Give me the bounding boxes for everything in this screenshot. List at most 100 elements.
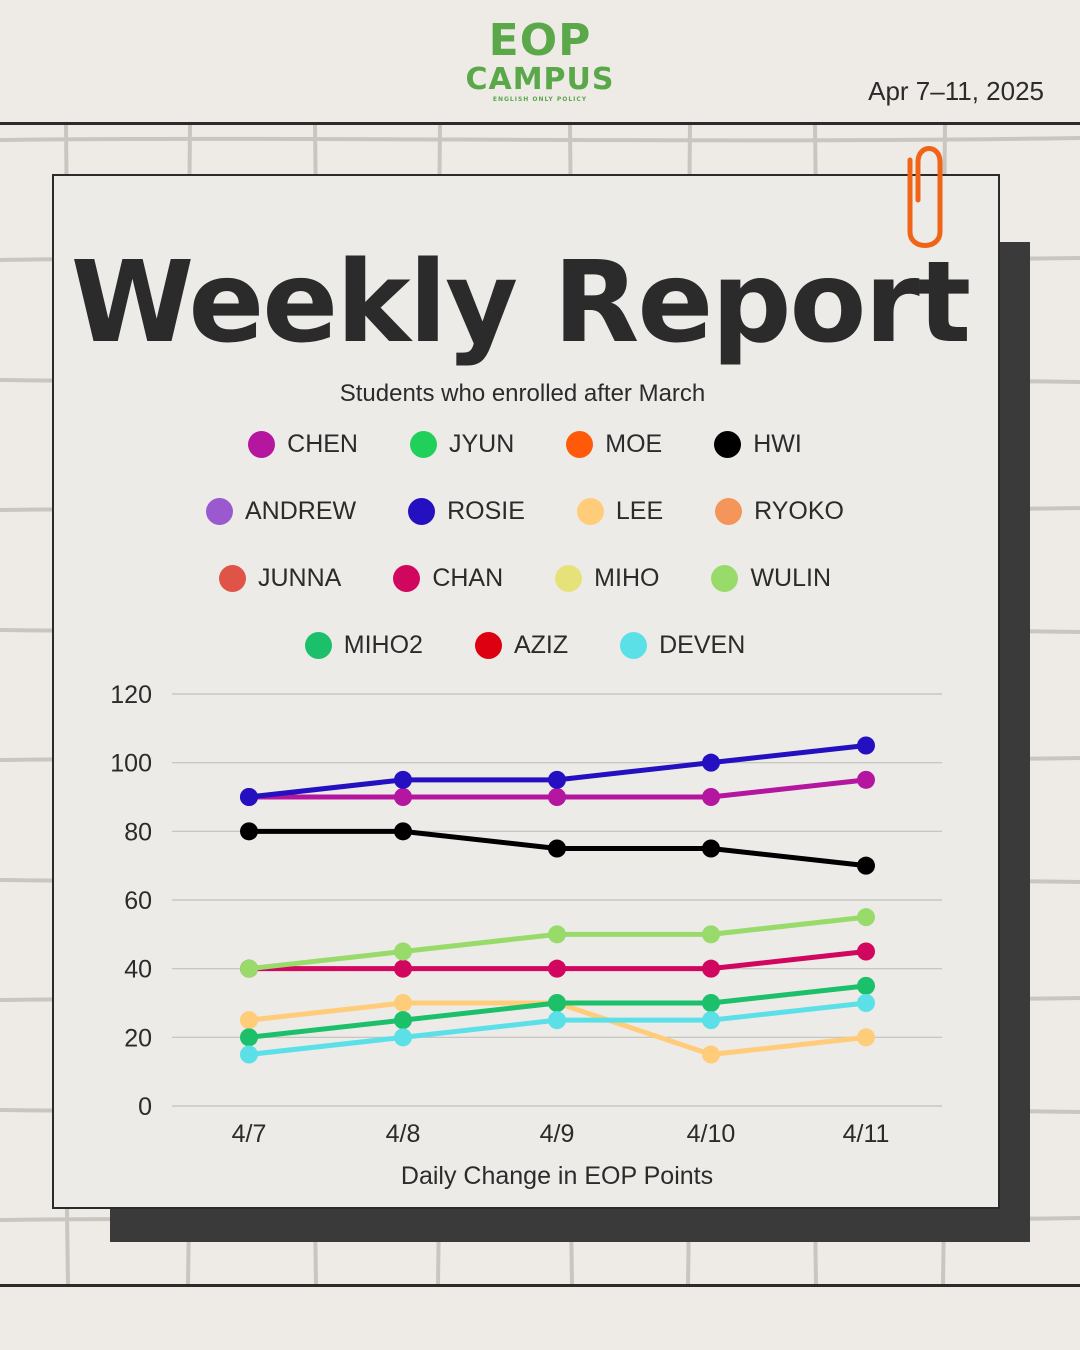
legend-item-miho: MIHO <box>555 564 659 593</box>
data-point-chan <box>394 959 412 978</box>
legend-label: CHAN <box>432 564 504 592</box>
data-point-lee <box>857 1028 875 1047</box>
legend-item-chen: CHEN <box>248 430 358 459</box>
legend-dot <box>711 565 739 592</box>
legend-label: ROSIE <box>447 497 525 525</box>
data-point-hwi <box>702 839 720 858</box>
legend-item-hwi: HWI <box>714 430 802 459</box>
footer-divider <box>0 1284 1080 1287</box>
legend-dot <box>408 498 436 525</box>
page-title: Weekly Report <box>70 238 971 368</box>
data-point-chen <box>702 788 720 806</box>
legend-label: AZIZ <box>513 631 569 659</box>
legend-label: MIHO2 <box>343 631 423 659</box>
x-tick-label: 4/10 <box>687 1120 736 1148</box>
data-point-rosie <box>857 736 875 755</box>
data-point-chen <box>857 770 875 789</box>
data-point-chan <box>857 942 875 961</box>
y-tick-label: 60 <box>124 887 152 915</box>
legend-dot <box>714 431 742 458</box>
header-divider <box>0 122 1080 125</box>
x-tick-label: 4/9 <box>540 1120 575 1148</box>
data-point-chan <box>702 959 720 978</box>
data-point-deven <box>702 1011 720 1030</box>
legend-dot <box>555 565 583 592</box>
legend-label: CHEN <box>287 430 358 458</box>
data-point-wulin <box>857 908 875 927</box>
x-tick-label: 4/7 <box>232 1120 267 1148</box>
data-point-hwi <box>240 822 258 841</box>
y-tick-label: 20 <box>124 1024 152 1052</box>
legend-label: MOE <box>605 430 663 458</box>
legend-dot <box>474 632 502 659</box>
data-point-hwi <box>548 839 566 858</box>
legend-label: RYOKO <box>754 497 844 525</box>
report-card <box>52 174 1000 1209</box>
logo-line1: EOP <box>488 15 592 66</box>
data-point-miho2 <box>548 994 566 1012</box>
y-tick-label: 40 <box>124 956 152 984</box>
page-subtitle: Students who enrolled after March <box>339 380 706 407</box>
data-point-rosie <box>702 753 720 772</box>
data-point-deven <box>857 994 875 1012</box>
data-point-miho2 <box>394 1011 412 1030</box>
legend-item-andrew: ANDREW <box>205 497 357 526</box>
legend-item-lee: LEE <box>576 497 664 526</box>
data-point-rosie <box>548 770 566 789</box>
legend-item-deven: DEVEN <box>620 631 745 660</box>
legend-item-jyun: JYUN <box>409 430 515 459</box>
data-point-miho2 <box>857 976 875 995</box>
legend-dot <box>393 565 421 592</box>
x-tick-label: 4/11 <box>843 1120 890 1148</box>
data-point-lee <box>702 1045 720 1064</box>
data-point-wulin <box>394 942 412 961</box>
legend-item-wulin: WULIN <box>711 564 831 593</box>
legend-label: WULIN <box>750 564 832 592</box>
data-point-wulin <box>702 925 720 944</box>
x-axis-label: Daily Change in EOP Points <box>401 1162 713 1190</box>
legend-label: JUNNA <box>257 564 342 592</box>
legend-dot <box>566 431 594 458</box>
legend-item-chan: CHAN <box>393 564 503 593</box>
legend-item-moe: MOE <box>566 430 662 459</box>
y-tick-label: 120 <box>110 681 152 709</box>
data-point-chen <box>394 788 412 806</box>
legend-dot <box>218 565 246 592</box>
legend-dot <box>205 498 233 525</box>
legend-dot <box>715 498 743 525</box>
legend-item-aziz: AZIZ <box>474 631 569 660</box>
legend-row-1: CHEN JYUN MOE HWI <box>0 430 1050 459</box>
eop-campus-logo: EOP CAMPUS ENGLISH ONLY POLICY <box>440 18 640 104</box>
report-date: Apr 7–11, 2025 <box>868 76 1044 106</box>
legend-item-miho2: MIHO2 <box>304 631 423 660</box>
data-point-rosie <box>394 770 412 789</box>
data-point-hwi <box>857 856 875 875</box>
legend-label: ANDREW <box>244 497 357 525</box>
paperclip-icon <box>907 146 943 248</box>
logo-tagline: ENGLISH ONLY POLICY <box>492 96 588 103</box>
data-point-hwi <box>394 822 412 841</box>
legend-row-4: MIHO2 AZIZ DEVEN <box>0 631 1050 660</box>
y-tick-label: 80 <box>124 818 152 846</box>
legend-dot <box>409 431 437 458</box>
legend-label: HWI <box>753 430 802 458</box>
data-point-wulin <box>548 925 566 944</box>
x-tick-label: 4/8 <box>386 1120 421 1148</box>
data-point-chan <box>548 959 566 978</box>
data-point-lee <box>240 1011 258 1030</box>
legend-item-rosie: ROSIE <box>408 497 525 526</box>
data-point-chen <box>548 788 566 806</box>
legend-label: JYUN <box>448 430 515 458</box>
legend-label: MIHO <box>594 564 660 592</box>
legend-label: DEVEN <box>659 631 746 659</box>
legend-item-junna: JUNNA <box>218 564 342 593</box>
legend-item-ryoko: RYOKO <box>715 497 844 526</box>
y-tick-label: 0 <box>138 1093 152 1121</box>
legend-row-3: JUNNA CHAN MIHO WULIN <box>0 564 1050 593</box>
legend-dot <box>620 632 648 659</box>
data-point-deven <box>548 1011 566 1030</box>
data-point-lee <box>394 994 412 1012</box>
data-point-deven <box>394 1028 412 1047</box>
legend-label: LEE <box>615 497 664 525</box>
